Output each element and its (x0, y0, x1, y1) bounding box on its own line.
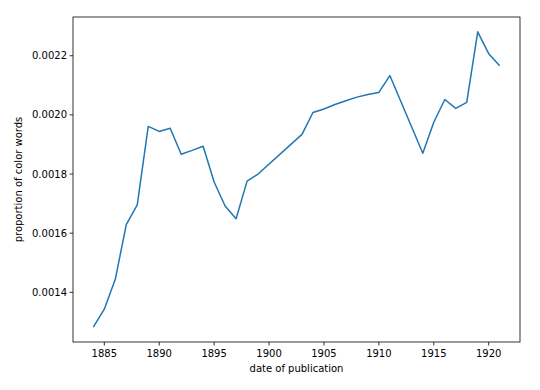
x-tick (323, 342, 324, 346)
chart: 1885 1890 1895 1900 1905 1910 1915 1920 0.0014 0.… (0, 0, 540, 390)
x-tick-label: 1920 (476, 348, 501, 359)
x-tick (104, 342, 105, 346)
y-tick-label: 0.0018 (32, 169, 67, 180)
x-tick-label: 1885 (92, 348, 117, 359)
x-tick (269, 342, 270, 346)
x-tick (433, 342, 434, 346)
plot-frame (73, 17, 520, 342)
x-tick-label: 1895 (201, 348, 226, 359)
y-tick (70, 55, 74, 56)
x-tick (378, 342, 379, 346)
plot-area (93, 32, 499, 327)
y-tick (70, 114, 74, 115)
x-tick-label: 1910 (366, 348, 391, 359)
y-axis-label: proportion of color words (13, 117, 24, 243)
background (0, 0, 540, 390)
y-tick (70, 292, 74, 293)
data-line (93, 32, 499, 327)
x-tick (214, 342, 215, 346)
x-tick-label: 1905 (311, 348, 336, 359)
y-tick-label: 0.0020 (32, 109, 67, 120)
y-tick-label: 0.0014 (32, 287, 67, 298)
y-tick (70, 233, 74, 234)
x-tick-label: 1890 (146, 348, 171, 359)
x-axis-label: date of publication (250, 363, 344, 374)
x-tick (488, 342, 489, 346)
y-tick-label: 0.0016 (32, 228, 67, 239)
y-tick (70, 174, 74, 175)
x-tick-label: 1915 (421, 348, 446, 359)
x-tick-label: 1900 (256, 348, 281, 359)
x-tick (159, 342, 160, 346)
y-tick-label: 0.0022 (32, 50, 67, 61)
